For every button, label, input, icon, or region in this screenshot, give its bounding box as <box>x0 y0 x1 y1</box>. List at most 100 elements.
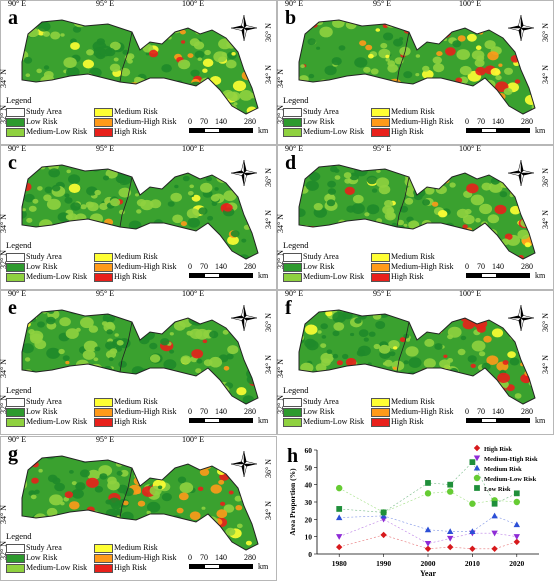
risk-patch <box>63 497 69 502</box>
risk-patch <box>452 228 463 237</box>
risk-patch <box>191 20 204 24</box>
scale-tick-label: 70 <box>200 407 208 416</box>
latitude-label-left: 34° N <box>276 214 285 233</box>
latitude-label-right: 36° N <box>541 23 550 42</box>
risk-patch <box>161 233 166 238</box>
risk-patch <box>233 102 238 106</box>
risk-patch <box>379 344 391 354</box>
risk-patch <box>135 193 139 197</box>
x-tick-label: 1990 <box>376 559 391 568</box>
risk-patch <box>83 340 98 352</box>
risk-patch <box>479 203 493 215</box>
risk-patch <box>42 228 50 235</box>
risk-patch <box>255 75 258 81</box>
risk-patch <box>219 394 233 404</box>
risk-patch <box>478 310 492 318</box>
boundary-line <box>119 176 133 228</box>
risk-patch <box>470 236 481 245</box>
risk-patch <box>332 311 347 323</box>
data-point <box>473 455 481 462</box>
risk-patch <box>352 84 367 96</box>
risk-patch <box>69 470 74 474</box>
risk-patch <box>77 525 84 531</box>
risk-patch <box>46 347 61 359</box>
risk-patch <box>518 201 532 212</box>
risk-patch <box>59 372 74 384</box>
chart-svg: h 0 10 20 30 40 50 60 1980 1990 2000 2010 2020 Year Ar… <box>287 444 539 578</box>
risk-patch <box>488 181 503 193</box>
risk-patch <box>60 227 71 236</box>
data-point <box>336 506 343 512</box>
risk-patch <box>481 182 492 191</box>
legend-swatch <box>6 564 25 573</box>
risk-patch <box>420 367 433 377</box>
data-point <box>513 490 520 497</box>
risk-patch <box>197 57 203 61</box>
risk-patch <box>186 208 200 219</box>
data-point <box>513 498 520 506</box>
scale-unit: km <box>535 416 546 425</box>
risk-patch <box>456 167 462 173</box>
scale-unit: km <box>258 416 269 425</box>
risk-patch <box>118 209 125 215</box>
risk-patch <box>96 38 106 45</box>
risk-patch <box>54 482 65 492</box>
risk-patch <box>231 165 240 169</box>
risk-patch <box>475 217 481 223</box>
risk-patch <box>197 486 204 491</box>
risk-patch <box>353 310 363 313</box>
risk-patch <box>96 456 103 461</box>
x-tick-label: 2020 <box>509 559 524 568</box>
risk-patch <box>144 21 153 28</box>
risk-patch <box>195 108 203 114</box>
risk-patch <box>198 456 212 465</box>
risk-patch <box>34 83 49 95</box>
risk-patch <box>320 343 327 348</box>
risk-patch <box>203 108 212 114</box>
risk-patch <box>528 346 534 352</box>
risk-patch <box>197 92 211 103</box>
data-point <box>491 530 498 537</box>
risk-patch <box>85 201 94 208</box>
data-point <box>447 535 454 542</box>
risk-patch <box>201 506 206 510</box>
latitude-label-right: 36° N <box>264 313 273 332</box>
risk-patch <box>172 214 184 224</box>
y-tick-label: 30 <box>305 498 313 507</box>
risk-patch <box>189 396 195 400</box>
risk-patch <box>249 194 254 198</box>
risk-patch <box>26 217 33 223</box>
risk-patch <box>123 487 134 497</box>
legend-swatch <box>283 263 302 272</box>
risk-patch <box>195 328 209 340</box>
risk-patch <box>116 470 123 476</box>
risk-patch <box>491 328 504 338</box>
risk-patch <box>317 330 322 334</box>
legend-label: Medium Risk <box>391 397 435 406</box>
risk-patch <box>495 75 502 81</box>
legend-swatch <box>283 118 302 127</box>
risk-patch <box>69 227 74 232</box>
legend-swatch <box>371 408 390 417</box>
risk-patch <box>427 375 438 384</box>
risk-patch <box>357 89 362 94</box>
legend-swatch <box>283 128 302 137</box>
boundary-line <box>119 31 133 83</box>
risk-patch <box>22 44 26 51</box>
risk-patch <box>231 52 236 56</box>
risk-patch <box>216 509 228 519</box>
scale-tick-label: 140 <box>215 553 227 562</box>
scale-tick-label: 70 <box>477 262 485 271</box>
map-legend: Legend Study Area Medium Risk Low Risk Mediu… <box>283 240 459 284</box>
risk-patch <box>80 89 86 94</box>
data-point <box>473 444 481 452</box>
longitude-label: 100° E <box>182 435 205 444</box>
risk-patch <box>113 20 126 23</box>
risk-patch <box>517 229 530 240</box>
risk-patch <box>228 490 234 495</box>
risk-patch <box>374 228 389 239</box>
risk-patch <box>456 49 470 60</box>
risk-patch <box>178 492 189 501</box>
risk-patch <box>248 324 258 333</box>
risk-patch <box>52 184 61 192</box>
